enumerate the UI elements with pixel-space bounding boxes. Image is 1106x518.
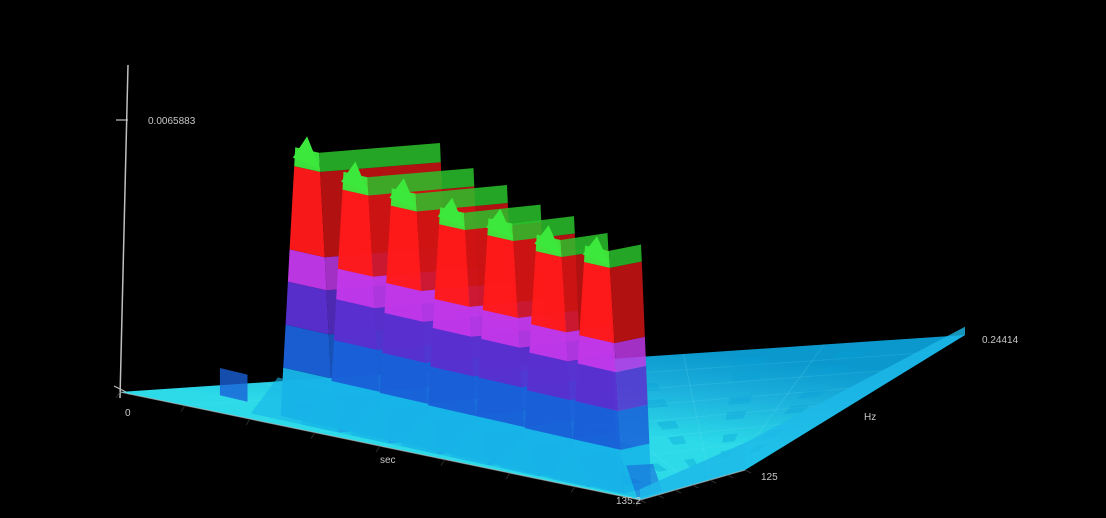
z-max-label: 0.0065883 [148, 116, 195, 127]
spectrogram-svg [0, 0, 1106, 518]
y-far-label: 0.24414 [982, 335, 1018, 346]
y-max-label: 125 [761, 472, 778, 483]
x-axis-label: sec [380, 455, 396, 466]
x-max-label: 135.2 [616, 496, 641, 507]
y-axis-label: Hz [864, 412, 876, 423]
z-origin-label: 0 [125, 408, 131, 419]
spectrogram-3d: 0.0065883 0 sec 135.2 125 Hz 0.24414 [0, 0, 1106, 518]
